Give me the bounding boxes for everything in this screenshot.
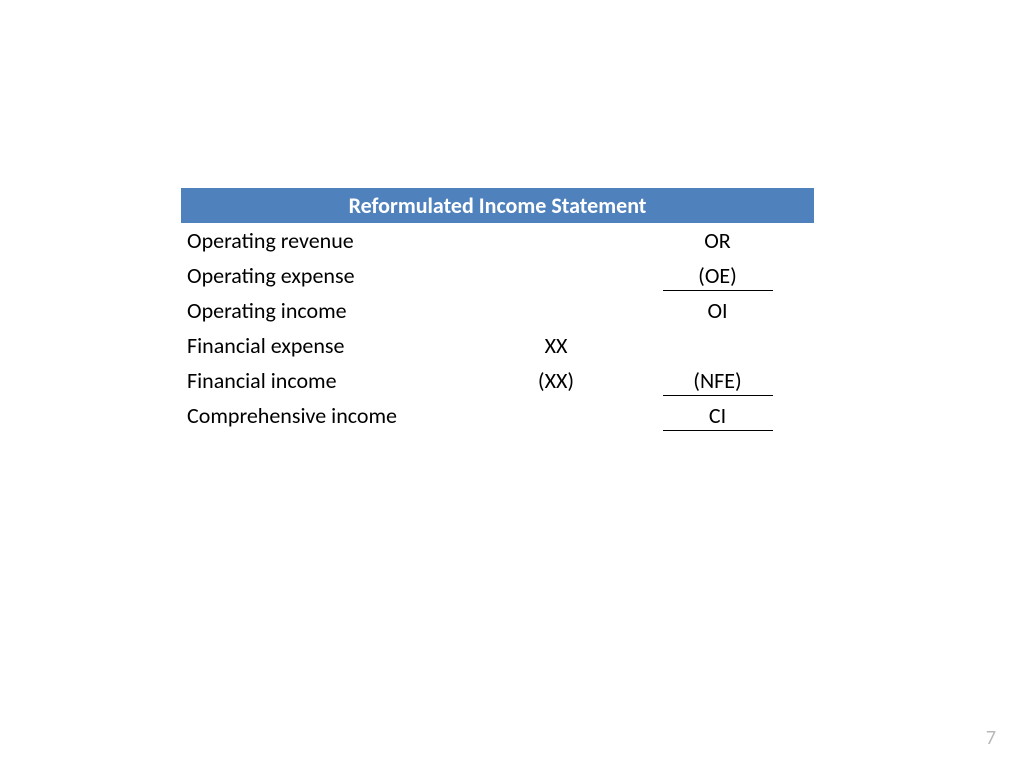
income-statement-table: Reformulated Income Statement Operating … — [181, 188, 814, 433]
row-value-cell: CI — [621, 401, 814, 431]
table-header: Reformulated Income Statement — [181, 188, 814, 223]
table-row: Operating expense (OE) — [181, 258, 814, 293]
row-label: Financial income — [181, 367, 491, 394]
row-value-cell: OR — [621, 226, 814, 255]
row-value: (OE) — [663, 261, 773, 291]
table-row: Comprehensive income CI — [181, 398, 814, 433]
row-value-cell: (NFE) — [621, 366, 814, 396]
row-value-cell: (OE) — [621, 261, 814, 291]
table-row: Financial income (XX) (NFE) — [181, 363, 814, 398]
row-value-cell — [621, 332, 814, 359]
table-row: Operating revenue OR — [181, 223, 814, 258]
page-number: 7 — [986, 726, 996, 750]
row-label: Financial expense — [181, 332, 491, 359]
row-label: Comprehensive income — [181, 402, 491, 429]
row-label: Operating expense — [181, 262, 491, 289]
row-label: Operating income — [181, 297, 491, 324]
row-mid: XX — [491, 332, 621, 359]
row-value: OR — [663, 226, 773, 255]
row-mid: (XX) — [491, 367, 621, 394]
row-value — [663, 351, 773, 353]
row-value: (NFE) — [663, 366, 773, 396]
table-title: Reformulated Income Statement — [349, 192, 647, 219]
row-value: CI — [663, 401, 773, 431]
table-row: Operating income OI — [181, 293, 814, 328]
row-value: OI — [663, 296, 773, 325]
row-label: Operating revenue — [181, 227, 491, 254]
table-row: Financial expense XX — [181, 328, 814, 363]
row-value-cell: OI — [621, 296, 814, 325]
